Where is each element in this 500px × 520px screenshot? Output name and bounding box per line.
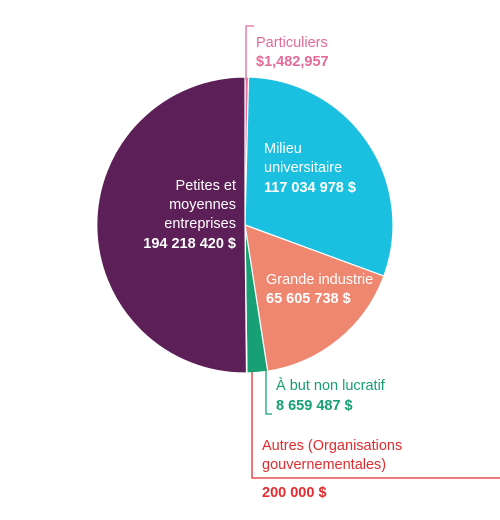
value-particuliers: $1,482,957 bbox=[256, 54, 329, 70]
label-autres-line2: gouvernementales) bbox=[262, 457, 386, 473]
label-particuliers: Particuliers bbox=[256, 35, 328, 51]
value-autres: 200 000 $ bbox=[262, 485, 327, 501]
leader-line-particuliers bbox=[245, 25, 254, 80]
value-pme: 194 218 420 $ bbox=[143, 236, 236, 252]
label-milieu-line2: universitaire bbox=[264, 160, 342, 176]
pie-slice-pme bbox=[96, 76, 248, 374]
label-milieu-line1: Milieu bbox=[264, 141, 302, 157]
label-grande: Grande industrie bbox=[266, 272, 373, 288]
pie-slices bbox=[96, 76, 394, 374]
leader-line-autres bbox=[251, 372, 500, 479]
label-pme-line3: entreprises bbox=[164, 216, 236, 232]
label-autres-line1: Autres (Organisations bbox=[262, 438, 402, 454]
leader-line-obnl bbox=[265, 370, 272, 415]
label-pme-line1: Petites et bbox=[176, 178, 236, 194]
label-obnl: À but non lucratif bbox=[276, 377, 386, 394]
value-obnl: 8 659 487 $ bbox=[276, 398, 353, 414]
leader-lines bbox=[245, 25, 500, 479]
value-milieu: 117 034 978 $ bbox=[264, 180, 356, 196]
label-pme-line2: moyennes bbox=[169, 197, 236, 213]
value-grande: 65 605 738 $ bbox=[266, 291, 351, 307]
pie-slice-milieu bbox=[244, 76, 394, 277]
pie-slice-grande bbox=[244, 224, 385, 372]
